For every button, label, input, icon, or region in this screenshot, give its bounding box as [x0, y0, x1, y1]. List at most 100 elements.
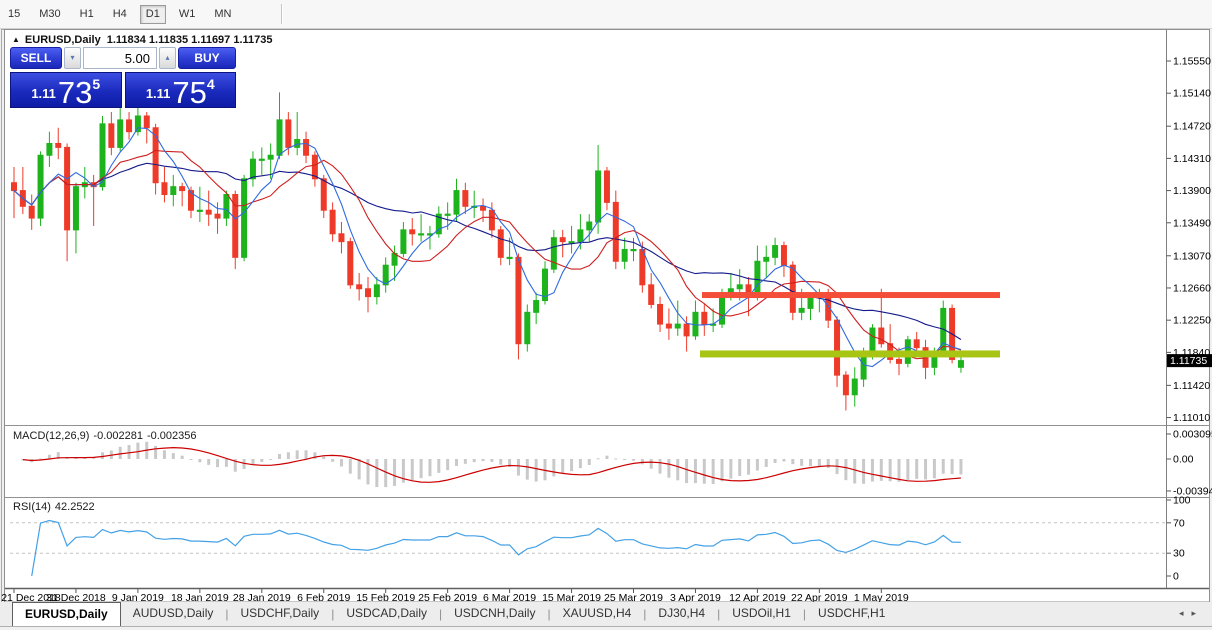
- rsi-line: [31, 519, 961, 577]
- rsi-axis-labels: 100 70 30 0: [1166, 495, 1191, 583]
- price-axis-label: 1.12250: [1173, 315, 1211, 327]
- time-axis-label: 1 May 2019: [854, 592, 909, 604]
- buy-price-display[interactable]: 1.11 75 4: [124, 72, 236, 110]
- one-click-trading-panel: SELL ▾ ▴ BUY 1.11 73 5 1.11 75 4: [10, 47, 236, 108]
- tab-xauusd-h4[interactable]: XAUUSD,H4: [562, 606, 632, 620]
- price-axis-label: 1.15140: [1173, 88, 1211, 100]
- time-axis-label: 25 Feb 2019: [418, 592, 477, 604]
- rsi-layer: [10, 519, 1166, 577]
- price-axis-label: 1.14310: [1173, 153, 1211, 165]
- rsi-indicator-label: RSI(14) 42.2522: [13, 501, 99, 513]
- tab-usdoil-h1[interactable]: USDOil,H1: [732, 606, 791, 620]
- timeframe-mn[interactable]: MN: [208, 5, 237, 24]
- macd-axis-labels: 0.003095 0.00 -0.003947: [1166, 429, 1212, 497]
- chevron-up-icon: ▴: [165, 53, 170, 62]
- time-axis-label: 15 Feb 2019: [356, 592, 415, 604]
- macd-axis-label: 0.003095: [1173, 429, 1212, 441]
- timeframe-w1[interactable]: W1: [173, 5, 202, 24]
- tab-scroll-right-icon[interactable]: ▸: [1191, 608, 1204, 618]
- timeframe-m30[interactable]: M30: [33, 5, 66, 24]
- price-axis-label: 1.13900: [1173, 185, 1211, 197]
- tab-usdchf-h1[interactable]: USDCHF,H1: [818, 606, 886, 620]
- time-axis-label: 22 Apr 2019: [791, 592, 848, 604]
- tab-separator: |: [547, 607, 551, 621]
- rsi-name: RSI(14): [13, 501, 51, 513]
- time-axis-label: 12 Apr 2019: [729, 592, 786, 604]
- sell-price-pip: 5: [92, 76, 101, 92]
- time-axis-label: 3 Apr 2019: [670, 592, 721, 604]
- timeframe-h1[interactable]: H1: [74, 5, 100, 24]
- tab-usdcad-daily[interactable]: USDCAD,Daily: [346, 606, 427, 620]
- chart-window-frame: [4, 29, 1210, 603]
- tab-separator: |: [331, 607, 335, 621]
- sell-price-big: 73: [57, 74, 93, 110]
- candlesticks-layer: [11, 92, 964, 411]
- macd-signal-line: [22, 446, 961, 483]
- timeframe-15[interactable]: 15: [2, 5, 26, 24]
- macd-value: -0.002281: [93, 430, 143, 442]
- tab-separator: |: [802, 607, 807, 621]
- sell-price-display[interactable]: 1.11 73 5: [10, 72, 122, 108]
- tab-usdchf-daily[interactable]: USDCHF,Daily: [240, 606, 320, 620]
- price-axis-label: 1.11420: [1173, 380, 1210, 392]
- tab-separator: |: [717, 607, 721, 621]
- sell-button[interactable]: SELL: [10, 47, 62, 69]
- chevron-down-icon: ▾: [70, 53, 75, 62]
- chart-quote-values: 1.11834 1.11835 1.11697 1.11735: [106, 34, 273, 46]
- tab-scroll-arrows: ◂▸: [1179, 608, 1204, 619]
- rsi-axis-label: 100: [1173, 495, 1191, 507]
- time-axis-label: 9 Jan 2019: [112, 592, 164, 604]
- volume-increase-button[interactable]: ▴: [159, 47, 176, 69]
- price-axis-label: 1.15550: [1173, 56, 1211, 68]
- macd-name: MACD(12,26,9): [13, 430, 90, 442]
- ma-fast-line: [13, 127, 962, 368]
- volume-decrease-button[interactable]: ▾: [64, 47, 81, 69]
- rsi-axis-label: 0: [1173, 571, 1179, 583]
- toolbar-separator: [281, 4, 284, 24]
- tab-separator: |: [643, 607, 647, 621]
- rsi-value: 42.2522: [54, 501, 95, 513]
- chart-title: ▲ EURUSD,Daily 1.11834 1.11835 1.11697 1.1…: [12, 34, 273, 46]
- rsi-axis-label: 70: [1173, 517, 1185, 529]
- chart-symbol-label: EURUSD,Daily: [24, 34, 101, 46]
- time-axis-label: 18 Jan 2019: [171, 592, 229, 604]
- timeframe-toolbar: 15 M30 H1 H4 D1 W1 MN: [0, 0, 1212, 29]
- time-axis-label: 21 Dec 2018: [1, 592, 61, 604]
- price-axis-label: 1.14720: [1173, 121, 1211, 133]
- timeframe-h4[interactable]: H4: [107, 5, 133, 24]
- buy-price-prefix: 1.11: [145, 86, 171, 101]
- tab-usdcnh-daily[interactable]: USDCNH,Daily: [454, 606, 536, 620]
- tab-dj30-h4[interactable]: DJ30,H4: [658, 606, 706, 620]
- price-axis-label: 1.12660: [1173, 282, 1211, 294]
- rsi-axis-label: 30: [1173, 548, 1185, 560]
- macd-indicator-label: MACD(12,26,9) -0.002281 -0.002356: [13, 430, 201, 442]
- resistance-line: [702, 292, 1000, 299]
- macd-layer: [21, 441, 963, 488]
- tab-separator: |: [225, 607, 229, 621]
- current-price-marker: [1167, 354, 1212, 368]
- buy-button[interactable]: BUY: [178, 47, 236, 69]
- volume-spinner: ▾ ▴: [64, 47, 176, 69]
- support-line: [700, 350, 1000, 358]
- time-axis-label: 31 Dec 2018: [46, 592, 106, 604]
- volume-input[interactable]: [83, 47, 157, 69]
- timeframe-d1[interactable]: D1: [139, 4, 166, 24]
- price-axis-label: 1.11010: [1173, 412, 1210, 424]
- collapse-triangle-icon[interactable]: ▲: [12, 35, 20, 44]
- tab-eurusd-daily[interactable]: EURUSD,Daily: [12, 602, 121, 626]
- macd-axis-label: -0.003947: [1173, 485, 1212, 497]
- macd-axis-label: 0.00: [1173, 454, 1194, 466]
- tab-scroll-left-icon[interactable]: ◂: [1178, 608, 1192, 618]
- tab-separator: |: [439, 607, 443, 621]
- price-axis-label: 1.13070: [1173, 250, 1211, 262]
- time-axis-label: 6 Feb 2019: [297, 592, 350, 604]
- macd-signal-value: -0.002356: [146, 430, 197, 442]
- chart-tabs-bar: EURUSD,Daily AUDUSD,Daily | USDCHF,Daily | US…: [0, 602, 1212, 627]
- tab-audusd-daily[interactable]: AUDUSD,Daily: [132, 606, 214, 620]
- price-axis-label: 1.13490: [1173, 217, 1211, 229]
- ma-mid-line: [13, 149, 962, 360]
- buy-price-big: 75: [172, 74, 207, 110]
- time-axis-label: 28 Jan 2019: [233, 592, 291, 604]
